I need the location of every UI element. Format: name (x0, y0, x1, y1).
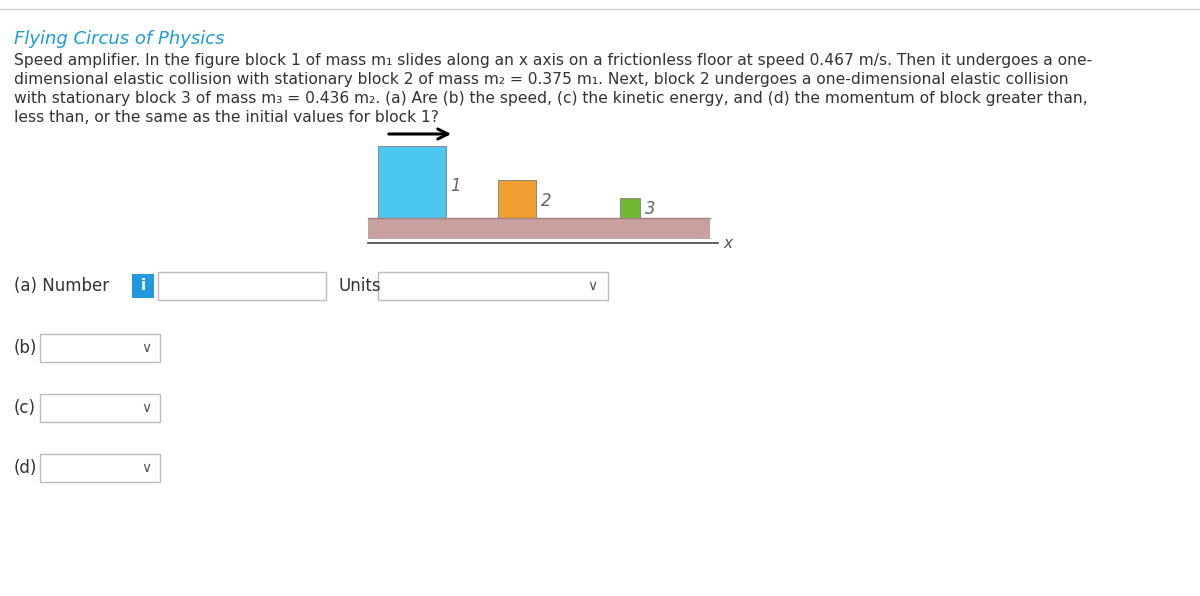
Bar (378, 272, 608, 300)
Bar (40, 334, 160, 362)
Text: x: x (722, 235, 732, 250)
Text: ∨: ∨ (140, 401, 151, 415)
Text: 1: 1 (450, 176, 461, 195)
Text: ∨: ∨ (140, 341, 151, 355)
Bar (620, 198, 640, 218)
Text: i: i (140, 278, 145, 293)
Text: (b): (b) (14, 339, 37, 357)
Text: dimensional elastic collision with stationary block 2 of mass m₂ = 0.375 m₁. Nex: dimensional elastic collision with stati… (14, 72, 1069, 87)
Text: Speed amplifier. In the figure block 1 of mass m₁ slides along an x axis on a fr: Speed amplifier. In the figure block 1 o… (14, 53, 1092, 68)
Text: (a) Number: (a) Number (14, 277, 109, 295)
Text: 2: 2 (541, 192, 552, 210)
Text: Units: Units (338, 277, 380, 295)
Text: Flying Circus of Physics: Flying Circus of Physics (14, 30, 224, 48)
Text: 3: 3 (646, 200, 655, 218)
Text: ∨: ∨ (140, 461, 151, 475)
Text: (d): (d) (14, 459, 37, 477)
Bar (132, 274, 154, 298)
Bar (40, 454, 160, 482)
Text: (c): (c) (14, 399, 36, 417)
Bar (40, 394, 160, 422)
Bar (158, 272, 326, 300)
Text: ∨: ∨ (587, 279, 598, 293)
Bar (378, 146, 446, 218)
Text: with stationary block 3 of mass m₃ = 0.436 m₂. (a) Are (b) the speed, (c) the ki: with stationary block 3 of mass m₃ = 0.4… (14, 91, 1087, 106)
Bar (498, 180, 536, 218)
Bar (368, 218, 710, 238)
Text: less than, or the same as the initial values for block 1?: less than, or the same as the initial va… (14, 110, 439, 125)
